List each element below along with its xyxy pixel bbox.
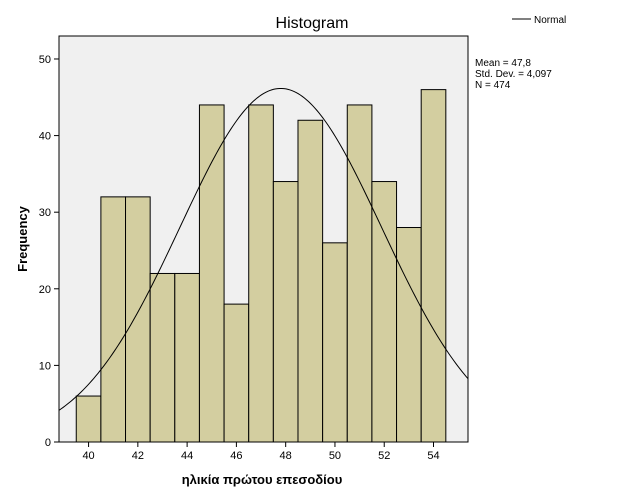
stat-std-dev: Std. Dev. = 4,097 [475, 69, 552, 80]
histogram-bar-54 [420, 89, 447, 443]
x-axis-title: ηλικία πρώτου επεσοδίου [182, 472, 343, 487]
normal-curve [59, 87, 468, 411]
x-tick-label-50: 50 [329, 450, 341, 462]
x-tick-label-48: 48 [280, 450, 292, 462]
histogram-bar-48 [272, 181, 299, 443]
y-tick-label-50: 50 [39, 54, 51, 66]
histogram-bar-43 [149, 272, 176, 443]
x-tick-label-40: 40 [82, 450, 94, 462]
x-tick-label-44: 44 [181, 450, 193, 462]
legend-label-normal: Normal [534, 15, 566, 26]
stat-mean: Mean = 47,8 [475, 58, 531, 69]
histogram-bar-50 [322, 242, 348, 443]
bars-group [75, 89, 447, 443]
histogram-bar-45 [198, 104, 225, 443]
histogram-bar-53 [396, 227, 422, 443]
x-tick-label-54: 54 [427, 450, 439, 462]
y-tick-label-40: 40 [39, 131, 51, 143]
y-tick-label-0: 0 [45, 437, 51, 449]
stat-n: N = 474 [475, 80, 511, 91]
x-tick-label-52: 52 [378, 450, 390, 462]
x-tick-label-46: 46 [230, 450, 242, 462]
y-tick-label-30: 30 [39, 207, 51, 219]
legend: Normal [512, 15, 566, 26]
histogram-bar-52 [371, 181, 398, 443]
x-axis: 40 42 44 46 48 50 52 54 [82, 442, 440, 462]
chart-title: Histogram [276, 15, 349, 32]
histogram-bar-41 [100, 196, 127, 443]
histogram-bar-40 [75, 395, 102, 443]
histogram-bar-44 [174, 272, 200, 443]
histogram-bar-46 [223, 303, 250, 443]
histogram-bar-42 [125, 196, 151, 443]
y-tick-label-10: 10 [39, 360, 51, 372]
y-axis: 0 10 20 30 40 50 [39, 54, 59, 449]
statistics-box: Mean = 47,8 Std. Dev. = 4,097 N = 474 [475, 58, 552, 91]
histogram-bar-51 [346, 104, 373, 443]
histogram-bar-47 [248, 104, 274, 443]
y-tick-label-20: 20 [39, 284, 51, 296]
histogram-bar-49 [297, 119, 324, 443]
y-axis-title: Frequency [15, 205, 30, 272]
x-tick-label-42: 42 [132, 450, 144, 462]
